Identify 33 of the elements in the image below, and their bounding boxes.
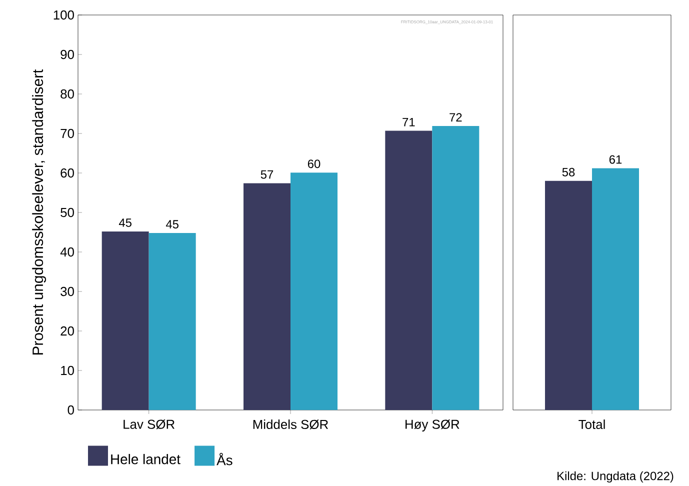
x-tick-label: Middels SØR (253, 420, 328, 430)
bar (432, 126, 480, 410)
data-label: 72 (450, 113, 462, 122)
y-tick-label: 0 (68, 405, 74, 415)
y-tick-label: 40 (60, 247, 74, 257)
y-tick-label: 100 (54, 10, 74, 20)
bar (148, 233, 196, 410)
data-label: 58 (562, 168, 575, 176)
x-tick-label: Høy SØR (406, 420, 460, 432)
bar (244, 183, 291, 410)
legend-label: Ås (216, 452, 232, 466)
data-label: 71 (402, 118, 415, 126)
y-tick-label: 10 (61, 366, 74, 376)
text: Kilde: Ungdata (2022) (558, 471, 674, 483)
x-tick-label: Lav SØR (124, 420, 174, 430)
data-label: 45 (166, 220, 178, 228)
y-tick-label: 90 (60, 50, 74, 60)
data-label: 60 (308, 160, 320, 168)
bar (290, 172, 338, 410)
legend-label: Hele landet (111, 454, 180, 464)
bar (102, 231, 149, 410)
x-tick-label: Total (578, 420, 605, 430)
data-label: 45 (118, 218, 132, 227)
y-tick-label: 30 (60, 286, 74, 296)
y-tick-label: 20 (60, 326, 74, 336)
y-tick-label: 60 (60, 168, 74, 178)
data-label: 57 (260, 170, 274, 179)
bar (385, 130, 432, 410)
y-tick-label: 50 (60, 208, 74, 218)
y-axis-title: Prosent ungdomsskoleelever, standardisert (32, 69, 46, 355)
data-label: 61 (609, 155, 622, 164)
y-tick-label: 70 (60, 128, 74, 138)
y-tick-label: 80 (60, 89, 74, 99)
